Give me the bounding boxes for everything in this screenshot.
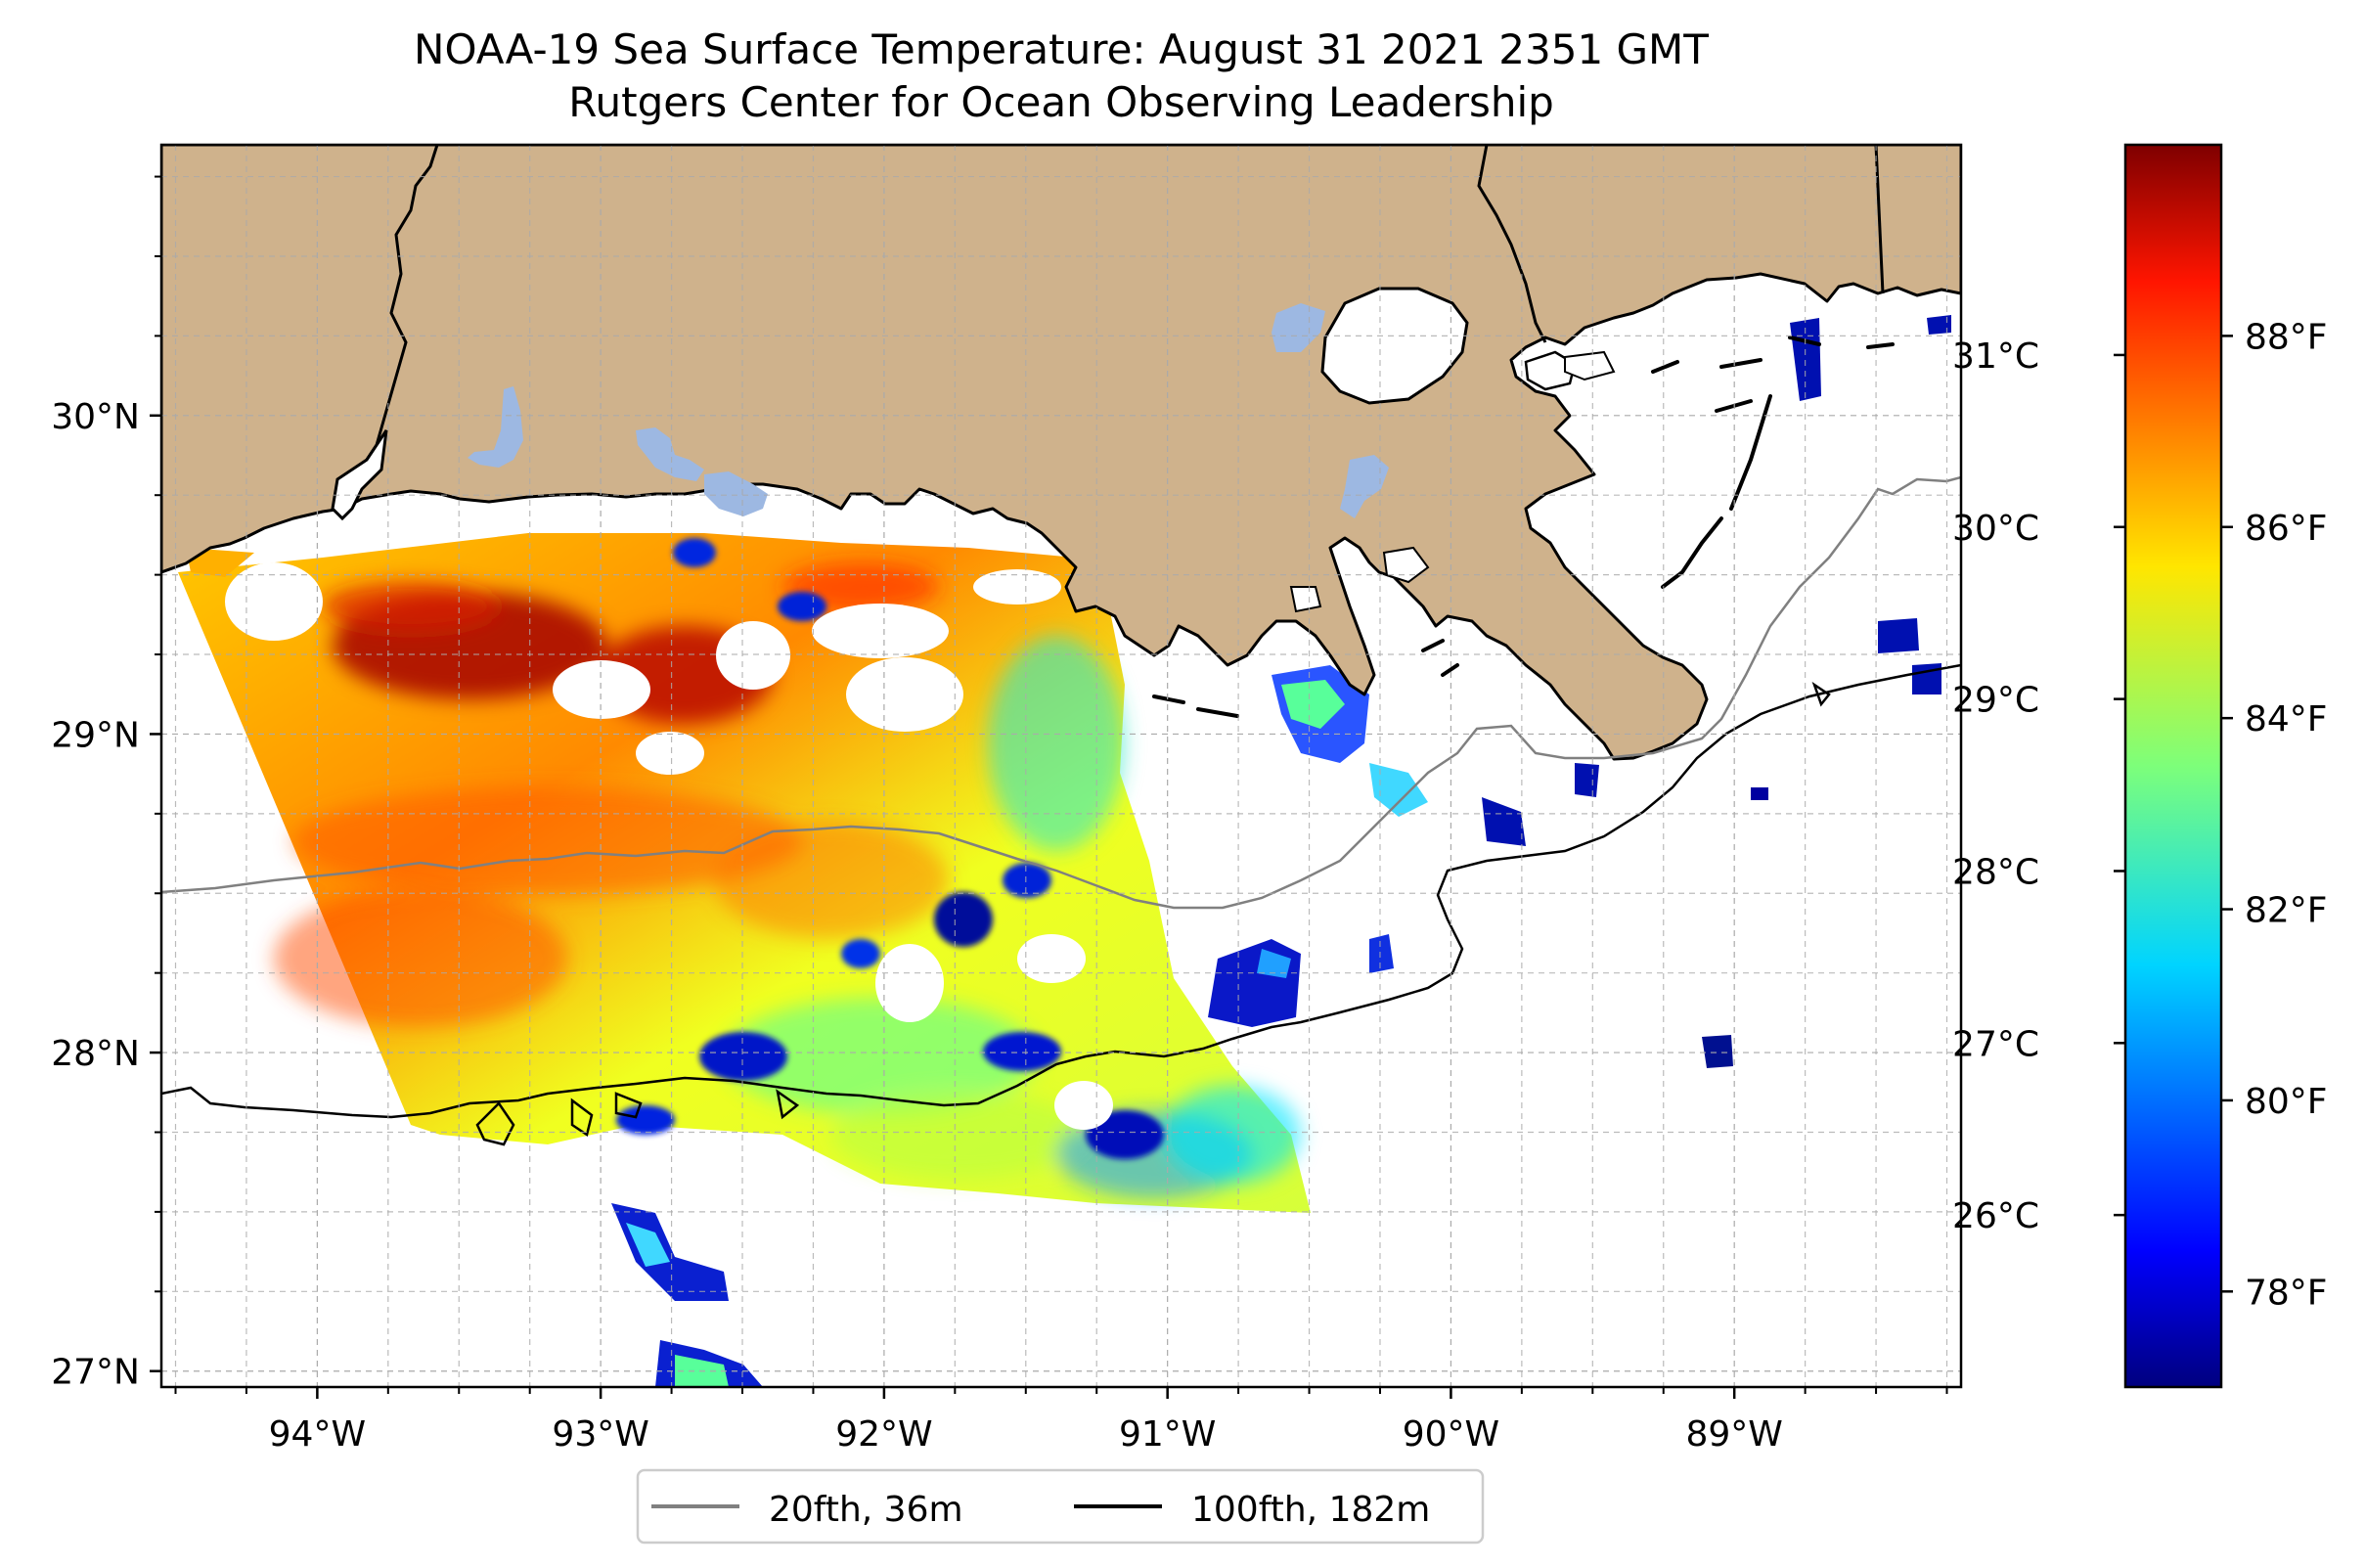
celsius-tick-label: 27°C — [1952, 1024, 2039, 1064]
lon-tick-label: 90°W — [1403, 1414, 1499, 1455]
celsius-tick-label: 30°C — [1952, 509, 2039, 549]
map-title: NOAA-19 Sea Surface Temperature: August … — [414, 25, 1709, 73]
lat-tick-label: 28°N — [51, 1034, 140, 1074]
minor-ticks — [155, 175, 1948, 1394]
fahrenheit-tick-label: 88°F — [2245, 317, 2328, 357]
legend-label-100fth: 100fth, 182m — [1191, 1490, 1430, 1530]
legend-label-20fth: 20fth, 36m — [769, 1490, 963, 1530]
legend-box — [636, 1468, 1485, 1545]
lat-tick-label: 29°N — [51, 715, 140, 755]
isobath-20fth — [161, 475, 1961, 910]
lat-tick-label: 27°N — [51, 1353, 140, 1393]
longitude-ticks: 94°W 93°W 92°W 91°W 90°W 89°W — [269, 1387, 1783, 1455]
colorbar: 26°C 27°C 28°C 29°C 30°C 31°C 78°F 80°F 82°F 84°… — [1952, 143, 2328, 1389]
colorbar-gradient — [2123, 143, 2223, 1389]
fahrenheit-ticks: 78°F 80°F 82°F 84°F 86°F 88°F — [2221, 317, 2328, 1313]
gridlines — [161, 145, 1961, 1387]
map-subtitle: Rutgers Center for Ocean Observing Leade… — [568, 78, 1554, 126]
fahrenheit-tick-label: 86°F — [2245, 509, 2328, 549]
lon-tick-label: 92°W — [835, 1414, 932, 1455]
map-frame — [159, 143, 1963, 1389]
lon-tick-label: 94°W — [269, 1414, 366, 1455]
lon-tick-label: 93°W — [552, 1414, 648, 1455]
lon-tick-label: 91°W — [1119, 1414, 1216, 1455]
celsius-tick-label: 28°C — [1952, 852, 2039, 892]
celsius-tick-label: 29°C — [1952, 681, 2039, 721]
fahrenheit-tick-label: 82°F — [2245, 891, 2328, 931]
isobath-legend: 20fth, 36m 100fth, 182m — [636, 1468, 1485, 1545]
fahrenheit-tick-label: 78°F — [2245, 1273, 2328, 1313]
sst-swath — [178, 315, 1951, 1387]
land-mass — [161, 145, 1961, 761]
lat-tick-label: 30°N — [51, 397, 140, 437]
celsius-tick-label: 31°C — [1952, 336, 2039, 377]
celsius-ticks: 26°C 27°C 28°C 29°C 30°C 31°C — [1952, 336, 2125, 1236]
fahrenheit-tick-label: 84°F — [2245, 699, 2328, 739]
isobath-100fth — [161, 663, 1961, 1146]
lon-tick-label: 89°W — [1685, 1414, 1782, 1455]
celsius-tick-label: 26°C — [1952, 1196, 2039, 1236]
fahrenheit-tick-label: 80°F — [2245, 1082, 2328, 1122]
latitude-ticks: 27°N 28°N 29°N 30°N — [51, 397, 161, 1393]
